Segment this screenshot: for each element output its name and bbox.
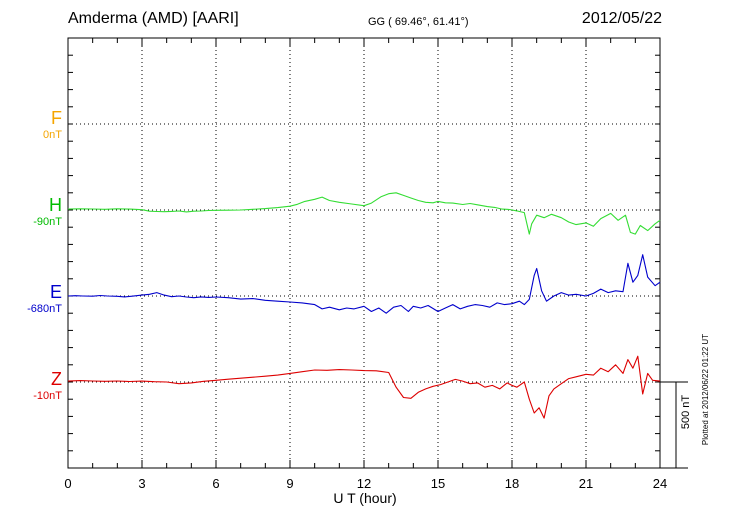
component-label-f: F 0nT — [43, 108, 62, 142]
x-tick-label: 9 — [286, 476, 293, 491]
station-coordinates: GG ( 69.46°, 61.41°) — [368, 16, 469, 28]
component-letter-f: F — [51, 108, 62, 128]
component-letter-e: E — [49, 282, 62, 302]
x-tick-label: 3 — [138, 476, 145, 491]
series-line-e — [67, 254, 661, 314]
component-letter-h: H — [49, 195, 62, 215]
series-line-z — [67, 355, 661, 419]
component-offset-e: -680nT — [27, 303, 62, 315]
x-tick-label: 18 — [505, 476, 519, 491]
x-axis-label: U T (hour) — [333, 490, 397, 506]
component-offset-f: 0nT — [43, 129, 62, 141]
x-tick-label: 6 — [212, 476, 219, 491]
scale-bar-text: 500 nT — [680, 394, 693, 430]
station-title: Amderma (AMD) [AARI] — [68, 10, 239, 27]
chart-date: 2012/05/22 — [581, 10, 662, 27]
component-label-z: Z -10nT — [33, 369, 62, 403]
component-label-h: H -90nT — [33, 195, 62, 229]
x-tick-label: 12 — [357, 476, 371, 491]
plotted-timestamp-text: Plotted at 2012/06/22 01:22 UT — [701, 333, 711, 446]
x-tick-label: 24 — [653, 476, 667, 491]
series-line-h — [67, 192, 661, 235]
component-offset-h: -90nT — [33, 216, 62, 228]
x-tick-label: 15 — [431, 476, 445, 491]
component-offset-z: -10nT — [33, 390, 62, 402]
x-tick-label: 21 — [579, 476, 593, 491]
x-tick-label: 0 — [64, 476, 71, 491]
component-label-e: E -680nT — [27, 282, 62, 316]
component-letter-z: Z — [51, 369, 62, 389]
